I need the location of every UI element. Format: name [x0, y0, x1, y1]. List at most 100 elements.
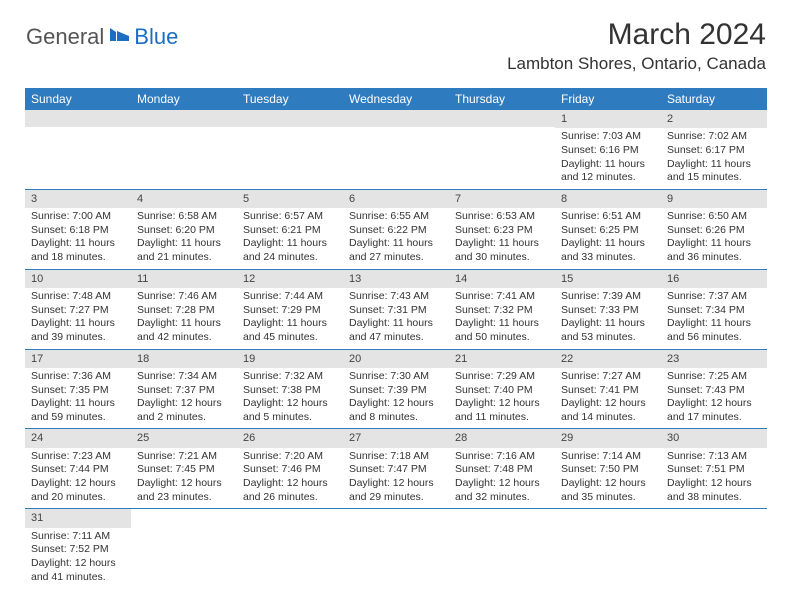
daylight-text: Daylight: 12 hours	[667, 477, 761, 491]
cell-body: Sunrise: 7:39 AMSunset: 7:33 PMDaylight:…	[555, 288, 661, 349]
sunrise-text: Sunrise: 6:57 AM	[243, 210, 337, 224]
sunset-text: Sunset: 6:26 PM	[667, 224, 761, 238]
day-number: 26	[237, 429, 343, 447]
sunrise-text: Sunrise: 7:25 AM	[667, 370, 761, 384]
day-number: 13	[343, 270, 449, 288]
sunset-text: Sunset: 7:28 PM	[137, 304, 231, 318]
daylight-text: and 32 minutes.	[455, 491, 549, 505]
day-number: 20	[343, 350, 449, 368]
cell-body: Sunrise: 7:16 AMSunset: 7:48 PMDaylight:…	[449, 448, 555, 509]
daylight-text: Daylight: 12 hours	[243, 397, 337, 411]
daylight-text: Daylight: 11 hours	[243, 237, 337, 251]
daylight-text: and 29 minutes.	[349, 491, 443, 505]
calendar-cell: 20Sunrise: 7:30 AMSunset: 7:39 PMDayligh…	[343, 349, 449, 429]
daylight-text: and 27 minutes.	[349, 251, 443, 265]
daylight-text: Daylight: 11 hours	[561, 158, 655, 172]
calendar-cell: 8Sunrise: 6:51 AMSunset: 6:25 PMDaylight…	[555, 189, 661, 269]
cell-body: Sunrise: 6:53 AMSunset: 6:23 PMDaylight:…	[449, 208, 555, 269]
cell-body: Sunrise: 7:03 AMSunset: 6:16 PMDaylight:…	[555, 128, 661, 189]
daylight-text: and 2 minutes.	[137, 411, 231, 425]
sunrise-text: Sunrise: 7:13 AM	[667, 450, 761, 464]
daylight-text: and 11 minutes.	[455, 411, 549, 425]
daylight-text: Daylight: 12 hours	[455, 477, 549, 491]
cell-body: Sunrise: 7:00 AMSunset: 6:18 PMDaylight:…	[25, 208, 131, 269]
logo-text-1: General	[26, 24, 104, 50]
sunset-text: Sunset: 7:35 PM	[31, 384, 125, 398]
sunrise-text: Sunrise: 7:39 AM	[561, 290, 655, 304]
day-number: 6	[343, 190, 449, 208]
cell-body: Sunrise: 7:30 AMSunset: 7:39 PMDaylight:…	[343, 368, 449, 429]
day-number: 4	[131, 190, 237, 208]
sunrise-text: Sunrise: 7:18 AM	[349, 450, 443, 464]
month-title: March 2024	[507, 18, 766, 52]
daylight-text: and 12 minutes.	[561, 171, 655, 185]
flag-icon	[109, 26, 131, 49]
day-number: 31	[25, 509, 131, 527]
daylight-text: Daylight: 11 hours	[561, 237, 655, 251]
sunrise-text: Sunrise: 7:27 AM	[561, 370, 655, 384]
sunset-text: Sunset: 7:40 PM	[455, 384, 549, 398]
day-number: 1	[555, 110, 661, 128]
sunrise-text: Sunrise: 7:29 AM	[455, 370, 549, 384]
sunrise-text: Sunrise: 7:30 AM	[349, 370, 443, 384]
sunset-text: Sunset: 6:23 PM	[455, 224, 549, 238]
calendar-cell: 12Sunrise: 7:44 AMSunset: 7:29 PMDayligh…	[237, 269, 343, 349]
sunrise-text: Sunrise: 7:46 AM	[137, 290, 231, 304]
empty-daynum-bar	[131, 110, 237, 127]
cell-body: Sunrise: 7:34 AMSunset: 7:37 PMDaylight:…	[131, 368, 237, 429]
daylight-text: and 56 minutes.	[667, 331, 761, 345]
daylight-text: and 17 minutes.	[667, 411, 761, 425]
day-number: 22	[555, 350, 661, 368]
calendar-cell: 14Sunrise: 7:41 AMSunset: 7:32 PMDayligh…	[449, 269, 555, 349]
cell-body: Sunrise: 7:43 AMSunset: 7:31 PMDaylight:…	[343, 288, 449, 349]
calendar-cell: 23Sunrise: 7:25 AMSunset: 7:43 PMDayligh…	[661, 349, 767, 429]
cell-body: Sunrise: 7:37 AMSunset: 7:34 PMDaylight:…	[661, 288, 767, 349]
location: Lambton Shores, Ontario, Canada	[507, 54, 766, 74]
day-number: 27	[343, 429, 449, 447]
day-number: 24	[25, 429, 131, 447]
cell-body: Sunrise: 6:57 AMSunset: 6:21 PMDaylight:…	[237, 208, 343, 269]
calendar-cell: 3Sunrise: 7:00 AMSunset: 6:18 PMDaylight…	[25, 189, 131, 269]
sunset-text: Sunset: 7:31 PM	[349, 304, 443, 318]
daylight-text: Daylight: 11 hours	[667, 317, 761, 331]
calendar-cell: 31Sunrise: 7:11 AMSunset: 7:52 PMDayligh…	[25, 509, 131, 588]
daylight-text: Daylight: 11 hours	[31, 237, 125, 251]
sunrise-text: Sunrise: 7:36 AM	[31, 370, 125, 384]
sunset-text: Sunset: 7:32 PM	[455, 304, 549, 318]
daylight-text: and 21 minutes.	[137, 251, 231, 265]
day-number: 28	[449, 429, 555, 447]
logo-text-2: Blue	[134, 24, 178, 50]
day-number: 11	[131, 270, 237, 288]
daylight-text: Daylight: 12 hours	[243, 477, 337, 491]
sunset-text: Sunset: 7:45 PM	[137, 463, 231, 477]
day-number: 30	[661, 429, 767, 447]
cell-body: Sunrise: 7:02 AMSunset: 6:17 PMDaylight:…	[661, 128, 767, 189]
calendar-cell: 22Sunrise: 7:27 AMSunset: 7:41 PMDayligh…	[555, 349, 661, 429]
sunset-text: Sunset: 7:33 PM	[561, 304, 655, 318]
day-header: Saturday	[661, 88, 767, 110]
cell-body: Sunrise: 6:51 AMSunset: 6:25 PMDaylight:…	[555, 208, 661, 269]
sunset-text: Sunset: 6:16 PM	[561, 144, 655, 158]
daylight-text: and 26 minutes.	[243, 491, 337, 505]
daylight-text: and 35 minutes.	[561, 491, 655, 505]
daylight-text: and 23 minutes.	[137, 491, 231, 505]
sunset-text: Sunset: 7:44 PM	[31, 463, 125, 477]
daylight-text: Daylight: 12 hours	[349, 477, 443, 491]
daylight-text: and 39 minutes.	[31, 331, 125, 345]
cell-body: Sunrise: 7:21 AMSunset: 7:45 PMDaylight:…	[131, 448, 237, 509]
sunrise-text: Sunrise: 7:37 AM	[667, 290, 761, 304]
sunset-text: Sunset: 7:29 PM	[243, 304, 337, 318]
calendar-cell: 28Sunrise: 7:16 AMSunset: 7:48 PMDayligh…	[449, 429, 555, 509]
day-number: 19	[237, 350, 343, 368]
sunset-text: Sunset: 6:25 PM	[561, 224, 655, 238]
sunset-text: Sunset: 7:39 PM	[349, 384, 443, 398]
sunset-text: Sunset: 7:46 PM	[243, 463, 337, 477]
daylight-text: Daylight: 11 hours	[667, 158, 761, 172]
daylight-text: Daylight: 11 hours	[349, 317, 443, 331]
daylight-text: Daylight: 12 hours	[561, 477, 655, 491]
cell-body: Sunrise: 7:46 AMSunset: 7:28 PMDaylight:…	[131, 288, 237, 349]
sunrise-text: Sunrise: 7:34 AM	[137, 370, 231, 384]
cell-body: Sunrise: 7:11 AMSunset: 7:52 PMDaylight:…	[25, 528, 131, 589]
daylight-text: and 14 minutes.	[561, 411, 655, 425]
sunrise-text: Sunrise: 6:50 AM	[667, 210, 761, 224]
